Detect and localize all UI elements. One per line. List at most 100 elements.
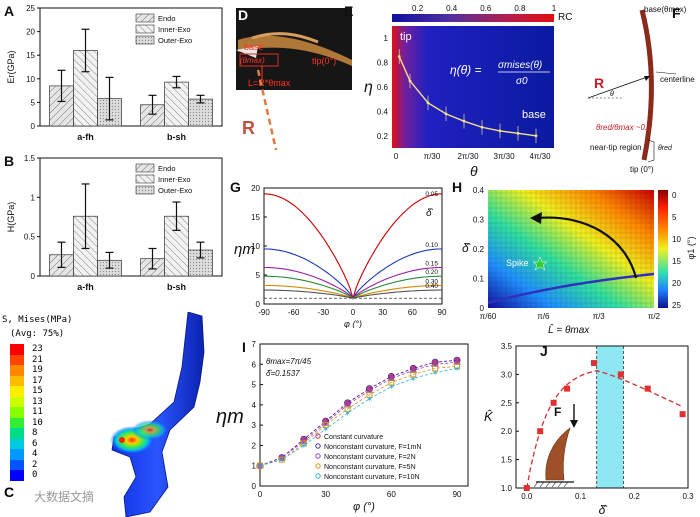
h-axes: 0.4 0.3 0.2 0.1 0π/60 π/6 π/3 π/2 — [473, 186, 661, 321]
x-tick-label: 0 — [258, 490, 263, 499]
panel-i: I 0 1 2 3 4 5 6 7 0 30 60 90 φ (°) ηm ✶ ✶ ✶ ✶ ✶ ✶ ✶ ✶ ✶ ✶ θmax=… — [216, 339, 469, 513]
x-category-label: b-sh — [167, 132, 186, 142]
bar — [164, 81, 189, 127]
arc-formula: L=R*θmax — [248, 78, 291, 88]
h-x-tick: π/6 — [537, 312, 550, 321]
plot-frame — [259, 343, 469, 487]
i-marker — [388, 379, 395, 386]
legend-marker — [315, 453, 321, 459]
base-label: base — [244, 42, 264, 52]
e-x-tick: 0 — [394, 152, 399, 161]
scale-swatch — [10, 459, 24, 470]
h-colorbar — [658, 190, 668, 308]
y-tick-label: 5 — [252, 381, 257, 390]
bar-chart-b: 0 0.5 1 1.5 H(GPa) a-fh b-sh Endo Inner-Exo Outer… — [6, 154, 223, 292]
scale-value: 10 — [32, 417, 43, 428]
rc-colorbar — [392, 14, 554, 22]
g-series-label: 0.10 — [425, 242, 438, 249]
e-y-tick: 1 — [384, 34, 389, 43]
i-marker: ✶ — [300, 441, 307, 450]
h-y-tick: 0.3 — [473, 216, 485, 225]
scale-swatch — [10, 396, 24, 407]
i-marker — [257, 462, 263, 469]
scale-value: 0 — [32, 470, 38, 481]
legend-label: Nonconstant curvature, F=2N — [324, 454, 416, 461]
h-x-axis-label: L̂ = θmax — [548, 322, 590, 336]
h-y-tick: 0.1 — [473, 275, 485, 284]
y-tick-label: 10 — [251, 242, 260, 251]
h-y-tick: 0.4 — [473, 186, 485, 195]
x-tick-label: 0 — [351, 308, 356, 317]
i-marker: ✶ — [432, 368, 439, 377]
e-plot-area — [392, 26, 554, 148]
scale-row: 6 — [10, 438, 43, 449]
contour-color-scale: 23 21 19 17 15 13 11 10 8 6 4 2 0 — [10, 344, 43, 481]
legend-label: Constant curvature — [324, 434, 383, 441]
y-tick-label: 0 — [31, 272, 36, 281]
y-tick-label: 15 — [251, 213, 260, 222]
rc-tick-label: 1 — [552, 4, 557, 13]
g-series-label: 0.05 — [425, 191, 438, 198]
y-tick-label: 0.5 — [24, 233, 36, 242]
e-formula-lhs: η(θ) = — [450, 63, 482, 77]
scale-row: 8 — [10, 428, 43, 439]
legend-marker — [315, 463, 321, 469]
j-data-point — [523, 485, 530, 491]
contour-title: S, Mises(MPa) — [2, 315, 73, 325]
x-tick-label: 90 — [453, 490, 462, 499]
legend-label: Inner-Exo — [158, 175, 191, 184]
scale-swatch — [10, 438, 24, 449]
e-x-tick: π/30 — [424, 152, 441, 161]
legend-marker — [315, 473, 321, 479]
legend-title: δ̂ — [426, 207, 434, 219]
x-category-label: b-sh — [167, 282, 186, 292]
y-tick-label: 7 — [252, 340, 257, 349]
e-x-axis-label: θ — [470, 163, 478, 178]
scale-row: 10 — [10, 417, 43, 428]
scale-row: 15 — [10, 386, 43, 397]
y-axis-label: Er(GPa) — [6, 50, 16, 83]
watermark-text: 大数据文摘 — [34, 490, 95, 504]
h-trend-arrow — [537, 216, 638, 279]
x-category-label: a-fh — [77, 282, 94, 292]
y-tick-label: 0 — [31, 122, 36, 131]
theta-max-label: (θmax) — [240, 56, 265, 65]
scale-swatch — [10, 417, 24, 428]
x-tick-label: 0.0 — [521, 492, 533, 501]
i-marker — [366, 391, 373, 398]
scale-value: 2 — [32, 459, 38, 470]
i-series-line — [259, 361, 458, 467]
e-y-tick: 0.6 — [377, 83, 389, 92]
rc-tick-label: 0.4 — [446, 4, 458, 13]
g-series-label: 0.15 — [425, 260, 438, 267]
i-marker — [322, 422, 329, 429]
scale-row: 17 — [10, 375, 43, 386]
y-tick-label: 2.5 — [501, 399, 513, 408]
i-marker: ✶ — [366, 395, 373, 404]
f-near-tip-label: near-tip region — [590, 143, 642, 152]
line-chart-g: 0 5 10 15 20 -90 -60 -30 0 30 60 90 φ (°) ηm δ̂ 0.05 0.1… — [234, 184, 447, 328]
e-formula-den: σ0 — [516, 76, 528, 87]
i-marker — [278, 456, 285, 463]
scale-row: 2 — [10, 459, 43, 470]
scale-value: 13 — [32, 396, 43, 407]
legend-label: Endo — [158, 14, 176, 23]
y-tick-label: 20 — [26, 28, 35, 37]
scale-row: 13 — [10, 396, 43, 407]
scale-swatch — [10, 470, 24, 481]
x-tick-label: 60 — [408, 308, 417, 317]
legend-swatch — [135, 24, 155, 34]
f-theta-red-label: θred — [658, 145, 673, 152]
h-spike-label: Spike — [506, 258, 529, 268]
panel-label-e: E — [344, 3, 353, 19]
f-tip-label: tip (0°) — [630, 165, 654, 174]
y-tick-label: 1.5 — [24, 154, 36, 163]
g-series-line — [264, 275, 442, 299]
panel-label-c: C — [4, 484, 15, 500]
y-tick-label: 1 — [31, 193, 36, 202]
panel-d: base (θmax) tip(0°) L=R*θmax R D — [236, 7, 352, 151]
scale-value: 11 — [32, 407, 43, 418]
panel-label-a: A — [4, 3, 14, 19]
rc-colorbar-ticks: 0.2 0.4 0.6 0.8 1 — [412, 4, 557, 13]
scale-swatch — [10, 428, 24, 439]
